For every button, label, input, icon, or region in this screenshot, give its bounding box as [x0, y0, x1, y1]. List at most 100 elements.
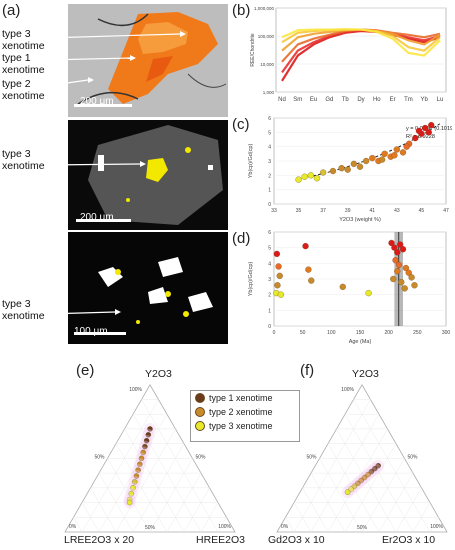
- ternary-grid-f: [319, 458, 363, 533]
- xtick-label-b: Dy: [357, 97, 364, 103]
- data-point-d: [394, 249, 401, 256]
- data-point-f: [344, 489, 351, 495]
- ternary-tick-f: 50%: [306, 454, 317, 460]
- data-point-d: [339, 283, 346, 290]
- ternary-grid-e: [107, 458, 151, 533]
- ternary-grid-f: [361, 458, 405, 533]
- data-point-c: [329, 167, 337, 175]
- data-point-e: [142, 443, 148, 450]
- xtick-label-d: 250: [413, 330, 422, 336]
- ternary-f-right-label: Er2O3 x 10: [382, 534, 436, 546]
- ternary-grid-e: [81, 502, 100, 533]
- ytick-label-c: 4: [268, 145, 271, 151]
- ternary-tick-e: 50%: [145, 525, 156, 531]
- ternary-f: 0% 100% 100% 50% 50% 50%: [276, 383, 448, 533]
- ternary-tick-e: 100%: [218, 524, 231, 530]
- ternary-grid-f: [293, 399, 371, 533]
- ternary-grid-e: [115, 428, 176, 533]
- xtick-label-c: 45: [419, 208, 425, 214]
- data-point-c: [338, 165, 345, 172]
- data-point-d: [399, 246, 407, 253]
- ternary-grid-e: [217, 517, 227, 533]
- ternary-grid-f: [353, 399, 431, 533]
- data-point-c: [425, 129, 432, 136]
- ternary-grid-f: [395, 487, 422, 533]
- data-point-c: [412, 134, 419, 142]
- xtick-label-d: 50: [300, 330, 306, 336]
- data-point-e: [130, 485, 136, 491]
- ternary-grid-f: [429, 517, 439, 533]
- ytick-label-b: 100,000: [258, 34, 275, 39]
- r2-c: R² = 0.9228: [406, 134, 435, 140]
- ytick-label-c: 3: [268, 159, 271, 165]
- equation-c: y = 0.049e^(0.1019x): [406, 126, 452, 132]
- data-point-c: [362, 157, 370, 165]
- legend-item-type3: type 3 xenotime: [191, 419, 299, 433]
- data-point-d: [395, 261, 403, 269]
- xtick-label-c: 47: [443, 208, 449, 214]
- ternary-grid-e: [200, 502, 219, 533]
- xtick-label-b: Lu: [437, 97, 444, 103]
- xlabel-d: Age (Ma): [349, 339, 372, 345]
- xtick-label-b: Nd: [278, 97, 286, 103]
- legend-label-type2: type 2 xenotime: [209, 407, 273, 417]
- data-point-d: [402, 264, 410, 272]
- data-point-c: [307, 172, 315, 179]
- ytick-label-c: 6: [268, 116, 271, 122]
- ternary-grid-f: [412, 502, 431, 533]
- ternary-e-right-label: HREE2O3: [196, 534, 246, 546]
- label-type3-top: type 3 xenotime: [2, 28, 45, 52]
- xtick-label-d: 100: [327, 330, 336, 336]
- data-point-e: [138, 455, 145, 462]
- data-point-d: [275, 263, 282, 270]
- ytick-label-d: 3: [268, 277, 271, 283]
- ternary-tick-e: 0%: [69, 524, 77, 530]
- data-point-d: [392, 257, 399, 264]
- data-point-d: [408, 274, 415, 281]
- data-point-c: [421, 124, 429, 132]
- ytick-label-d: 6: [268, 230, 271, 236]
- data-point-d: [391, 244, 398, 251]
- ytick-label-d: 4: [268, 261, 271, 267]
- xtick-label-b: Eu: [310, 97, 317, 103]
- micrograph-middle-drawing: [68, 120, 228, 230]
- ytick-label-c: 5: [268, 130, 271, 136]
- xtick-label-b: Sm: [293, 97, 302, 103]
- ternary-grid-e: [81, 399, 159, 533]
- scalebar-top: 200 μm: [80, 96, 114, 107]
- data-point-e: [128, 490, 135, 497]
- ytick-label-b: 1,000,000: [254, 6, 275, 11]
- ytick-label-b: 10,000: [260, 62, 274, 67]
- ternary-grid-e: [98, 472, 134, 533]
- legend-item-type2: type 2 xenotime: [191, 405, 299, 419]
- ylabel-d: Yb(cp)/Gd(cp): [248, 262, 254, 297]
- ternary-tick-f: 100%: [430, 524, 443, 530]
- micrograph-bottom: [68, 232, 228, 344]
- ytick-label-d: 2: [268, 293, 271, 299]
- label-type3-bottom: type 3 xenotime: [2, 298, 45, 322]
- ytick-label-b: 1,000: [263, 90, 275, 95]
- panel-label-f: (f): [300, 362, 315, 379]
- chart-d: 0 1 2 3 4 5 6 0 50 100 150 200 250 300 Age (Ma) Yb(cp)/…: [248, 230, 450, 345]
- data-point-c: [356, 163, 364, 170]
- ternary-grid-f: [302, 487, 329, 533]
- data-point-e: [135, 467, 141, 473]
- data-point-d: [302, 242, 309, 250]
- data-point-d: [388, 239, 395, 247]
- data-point-c: [399, 149, 407, 156]
- panel-label-c: (c): [232, 116, 250, 133]
- ternary-tick-f: 100%: [341, 387, 354, 393]
- legend-dot-type1: [195, 393, 205, 403]
- scalebar-bottom: 100 μm: [74, 326, 108, 337]
- ytick-label-c: 1: [268, 188, 271, 194]
- micrograph-middle: [68, 120, 228, 230]
- data-point-e: [137, 461, 143, 468]
- xtick-label-b: Ho: [373, 97, 381, 103]
- ternary-grid-e: [90, 487, 117, 533]
- annotation-arrow-bottom: [45, 309, 121, 315]
- data-point-c: [344, 166, 351, 173]
- data-point-c: [378, 156, 386, 163]
- data-point-c: [369, 154, 376, 162]
- xtick-label-d: 150: [356, 330, 365, 336]
